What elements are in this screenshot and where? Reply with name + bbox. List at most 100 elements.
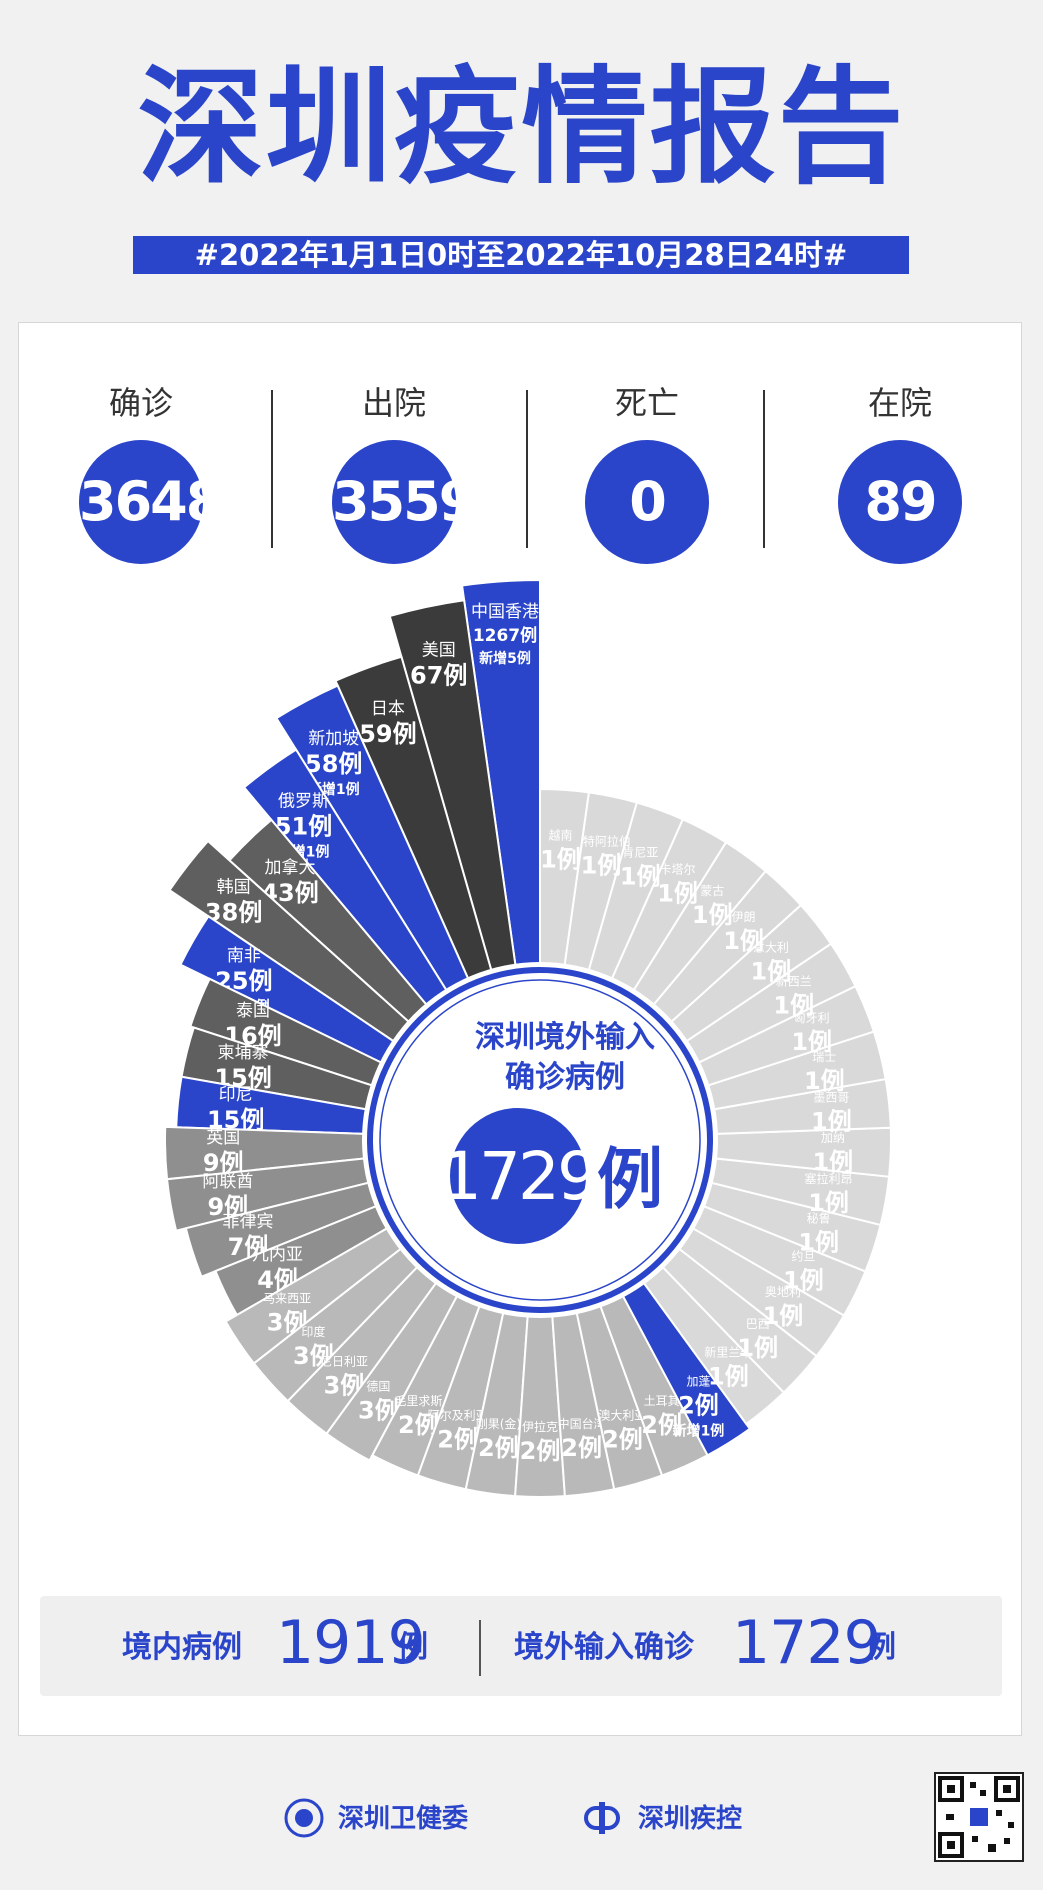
divider [271,390,273,548]
value-label: 1例 [791,1028,832,1056]
domestic-cases-label: 境内病例 [122,1630,242,1665]
value-label: 1267例 [473,625,537,646]
category-label: 新加坡 [308,729,359,749]
center-ring [367,967,713,1313]
category-label: 新西兰 [776,974,812,989]
center-title-line1: 深圳境外输入 [475,1020,655,1055]
bar-label-group: 伊拉克 2例 [520,1419,561,1465]
value-label: 1例 [692,901,733,929]
divider [526,390,528,548]
category-label: 几内亚 [252,1245,303,1265]
bar-label-group: 蒙古 1例 [692,883,733,929]
category-label: 美国 [422,641,456,661]
domestic-cases-value: 1919 [276,1608,426,1678]
category-label: 德国 [366,1379,390,1394]
value-label: 2例 [678,1392,719,1420]
category-label: 南非 [227,946,261,966]
new-cases-label: 新增5例 [479,650,531,667]
bar-label-group: 意大利 1例 [751,940,792,986]
bar-label-group: 伊朗 1例 [723,910,764,955]
category-label: 卡塔尔 [660,861,696,876]
stat-hospitalized-label: 在院 [867,384,932,422]
stat-deaths-value: 0 [585,440,709,564]
category-label: 尼日利亚 [320,1355,368,1369]
category-label: 英国 [206,1128,240,1148]
category-label: 加纳 [821,1131,845,1145]
category-label: 约旦 [791,1248,815,1263]
category-label: 柬埔寨 [218,1043,269,1063]
new-cases-label: 新增1例 [673,1423,725,1440]
bar-label-group: 沙特阿拉伯 1例 [571,833,631,879]
category-label: 日本 [371,699,405,719]
bar-label-group: 肯尼亚 1例 [620,846,661,891]
value-label: 58例 [305,750,362,778]
divider [763,390,765,548]
value-label: 1例 [804,1067,845,1095]
value-label: 1例 [540,846,581,874]
value-label: 1例 [581,851,622,879]
category-label: 意大利 [753,940,789,955]
value-label: 2例 [520,1437,561,1465]
category-label: 土耳其 [644,1394,680,1408]
org-health-commission: 深圳卫健委 [338,1804,469,1834]
page-title: 深圳疫情报告 [137,54,906,201]
imported-cases-unit: 例 [866,1630,896,1665]
category-label: 澳大利亚 [598,1408,646,1422]
bar-label-group: 新西兰 1例 [773,974,814,1020]
center-inner-ring [379,979,701,1301]
center-total-disc [450,1108,586,1244]
category-label: 瑞士 [812,1050,836,1064]
category-label: 印度 [301,1324,325,1339]
divider [479,1620,481,1676]
value-label: 1例 [808,1189,849,1217]
center-total-unit: 例 [597,1141,663,1218]
stat-hospitalized-value: 89 [838,440,962,564]
bar-label-group: 瑞士 1例 [804,1050,845,1095]
imported-cases-label: 境外输入确诊 [514,1630,694,1665]
value-label: 2例 [602,1425,643,1453]
imported-cases-radial-chart: 中国香港1267例新增5例美国67例日本59例新加坡58例新增1例俄罗斯51例新… [163,578,892,1498]
bar-label-group: 刚果(金) 2例 [476,1416,521,1462]
category-label: 匈牙利 [794,1011,830,1025]
bar-label-group: 卡塔尔 1例 [657,861,698,907]
category-label: 刚果(金) [476,1416,521,1431]
bar-label-group: 奥地利 1例 [763,1285,804,1330]
bar-label-group: 塞拉利昂 1例 [805,1171,853,1217]
category-label: 韩国 [217,878,251,898]
value-label: 1例 [811,1107,852,1135]
value-label: 2例 [641,1411,682,1439]
bar-label-group: 越南 1例 [540,828,581,874]
bar-label-group: 匈牙利 1例 [791,1011,832,1056]
stat-deaths-label: 死亡 [614,384,679,422]
category-label: 俄罗斯 [278,792,329,812]
value-label: 1例 [783,1266,824,1294]
cdc-logo-icon [584,1802,620,1834]
category-label: 阿尔及利亚 [428,1407,488,1422]
category-label: 奥地利 [765,1285,801,1299]
category-label: 加蓬 [686,1375,710,1389]
category-label: 墨西哥 [813,1090,849,1104]
category-label: 阿联酋 [202,1172,253,1192]
category-label: 印尼 [219,1085,253,1105]
stat-discharged-value: 3559 [332,440,476,564]
category-label: 马来西亚 [263,1292,311,1306]
center-total-value: 1729 [440,1138,596,1215]
value-label: 2例 [561,1434,602,1462]
bar-label-group: 加纳 1例 [812,1131,853,1176]
category-label: 肯尼亚 [622,846,658,860]
bar-label-group: 中国台湾 2例 [558,1416,606,1462]
category-label: 秘鲁 [807,1212,831,1226]
value-label: 1例 [620,863,661,891]
category-label: 中国香港 [471,602,539,622]
bar-label-group: 墨西哥 1例 [811,1090,852,1135]
qr-code [934,1772,1024,1862]
